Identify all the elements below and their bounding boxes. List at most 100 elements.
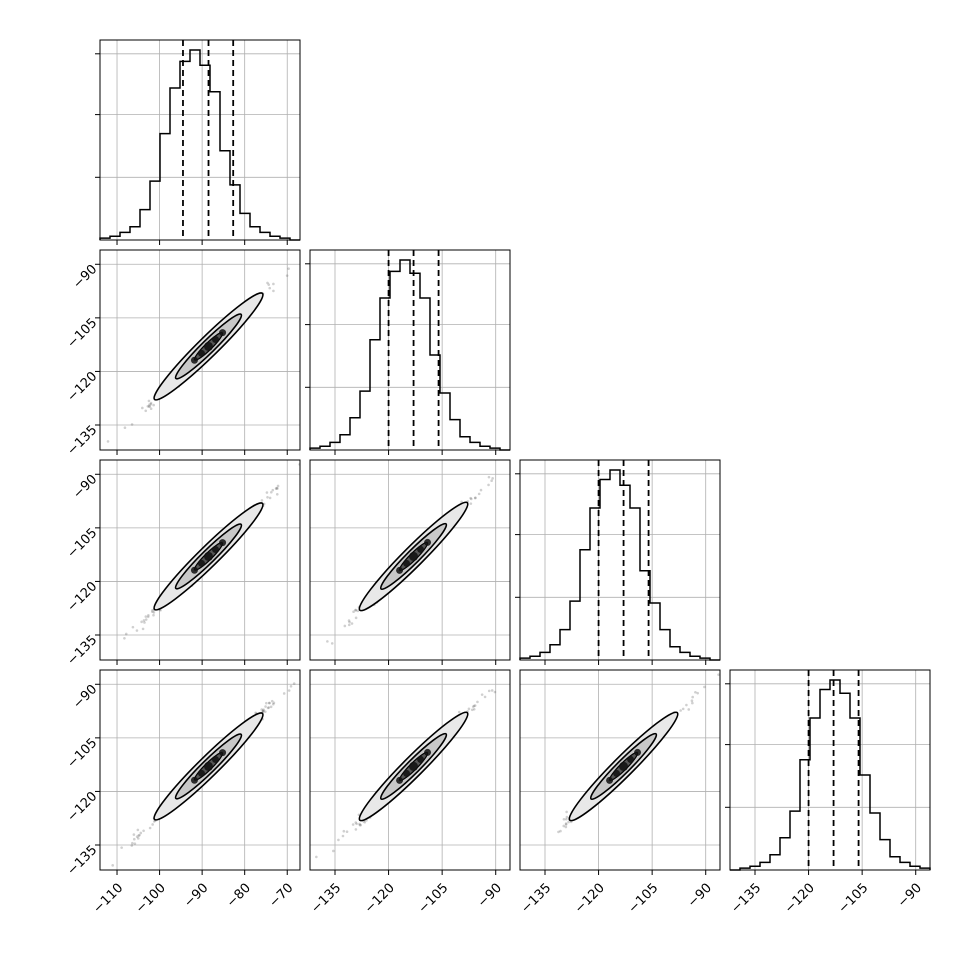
scatter-point: [490, 689, 494, 692]
density-core: [619, 761, 629, 771]
scatter-point: [272, 282, 275, 286]
scatter-point: [144, 615, 148, 618]
scatter-point: [565, 810, 568, 814]
density-core: [606, 776, 614, 784]
scatter-point: [111, 864, 114, 867]
scatter-point: [151, 610, 154, 614]
x-tick-label: −70: [266, 881, 296, 911]
scatter-point: [345, 830, 349, 834]
scatter-point: [471, 705, 475, 708]
density-core: [212, 546, 220, 554]
density-core: [396, 776, 404, 784]
y-tick-label: −135: [64, 633, 100, 669]
panel-frame: [99, 669, 301, 871]
scatter-point: [260, 708, 264, 711]
histogram-step-line: [519, 469, 720, 661]
scatter-point: [131, 625, 135, 629]
scatter-point: [330, 642, 334, 645]
scatter-point: [690, 699, 694, 702]
scatter-point: [141, 627, 145, 631]
scatter-point: [135, 835, 139, 839]
density-core: [219, 749, 227, 757]
scatter-point: [326, 640, 329, 643]
scatter-point: [341, 834, 345, 838]
scatter-point: [272, 289, 275, 293]
x-tick-label: −90: [685, 881, 715, 911]
density-core: [424, 748, 432, 756]
scatter-point: [152, 611, 156, 614]
scatter-content: [111, 682, 296, 867]
scatter-point: [470, 708, 474, 712]
y-tick-label: −90: [70, 262, 100, 292]
scatter-point: [567, 820, 570, 824]
scatter-point: [146, 404, 150, 408]
x-tick-label: −80: [224, 881, 254, 911]
scatter-point: [352, 610, 355, 614]
scatter-point: [266, 281, 269, 285]
density-core: [204, 551, 214, 561]
scatter-point: [136, 828, 140, 832]
scatter-point: [260, 499, 264, 502]
scatter-point: [147, 614, 150, 617]
x-tick-label: −135: [518, 881, 554, 917]
scatter-panel: [309, 459, 511, 665]
scatter-point: [148, 403, 151, 406]
scatter-point: [265, 701, 268, 705]
scatter-point: [131, 841, 134, 845]
density-core: [212, 756, 220, 764]
scatter-point: [564, 823, 568, 826]
density-core: [409, 551, 419, 561]
scatter-point: [148, 826, 152, 830]
scatter-point: [287, 267, 290, 270]
x-tick-label: −135: [308, 881, 344, 917]
panel-frame: [309, 459, 511, 661]
scatter-point: [268, 286, 272, 290]
scatter-point: [292, 682, 296, 685]
panel-frame: [99, 39, 301, 241]
scatter-point: [124, 632, 128, 636]
scatter-point: [457, 710, 461, 714]
scatter-point: [493, 690, 497, 694]
scatter-point: [142, 619, 146, 622]
scatter-point: [151, 823, 154, 826]
scatter-point: [266, 706, 270, 710]
scatter-point: [469, 496, 472, 500]
scatter-point: [487, 689, 491, 693]
scatter-point: [285, 274, 289, 277]
x-tick-label: −120: [572, 881, 608, 917]
scatter-point: [679, 709, 682, 712]
scatter-point: [282, 692, 286, 695]
density-core: [424, 538, 432, 546]
scatter-point: [268, 496, 272, 500]
scatter-point: [487, 483, 490, 487]
scatter-point: [562, 824, 566, 828]
scatter-panel: −135 −120 −105 −90: [64, 459, 301, 669]
scatter-point: [564, 822, 568, 825]
scatter-point: [148, 405, 152, 408]
scatter-point: [268, 701, 271, 705]
scatter-point: [557, 830, 560, 834]
scatter-point: [348, 620, 351, 624]
scatter-point: [565, 815, 569, 819]
density-core: [417, 545, 425, 553]
scatter-point: [123, 636, 126, 640]
scatter-point: [354, 821, 358, 824]
scatter-point: [264, 710, 267, 713]
panel-frame: [309, 249, 511, 451]
y-tick-label: −105: [64, 736, 100, 772]
histogram-step-line: [309, 259, 510, 451]
scatter-point: [276, 484, 280, 488]
histogram-panel: −135 −120 −105 −90: [725, 669, 931, 917]
scatter-point: [351, 823, 355, 826]
histogram-step-line: [99, 49, 300, 241]
scatter-point: [473, 704, 477, 707]
density-core: [417, 755, 425, 763]
y-tick-label: −120: [64, 369, 100, 405]
scatter-point: [681, 707, 685, 711]
density-core: [190, 566, 198, 574]
density-core: [396, 566, 404, 574]
scatter-point: [337, 838, 340, 842]
x-tick-label: −120: [362, 881, 398, 917]
scatter-point: [487, 475, 491, 479]
